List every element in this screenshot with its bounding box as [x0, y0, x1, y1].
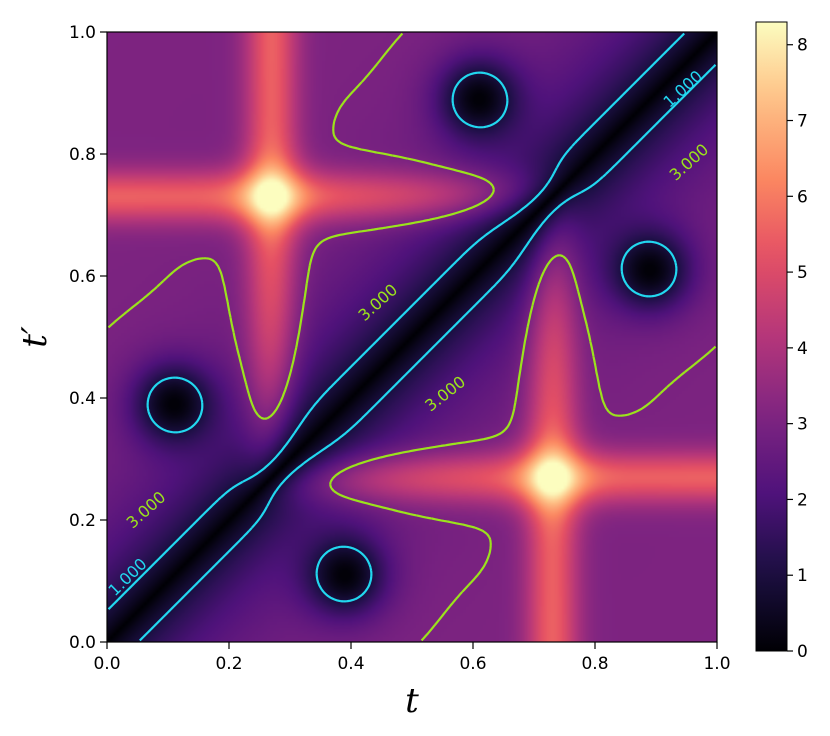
y-tick-label: 0.8	[69, 145, 96, 165]
x-tick-label: 0.8	[581, 654, 608, 674]
x-axis-title: t	[405, 681, 419, 721]
contour-line	[107, 32, 717, 642]
x-tick-label: 0.2	[215, 654, 242, 674]
x-tick-label: 0.4	[337, 654, 364, 674]
colorbar-tick-label: 1	[797, 566, 808, 586]
x-tick-label: 0.0	[93, 654, 120, 674]
y-tick-label: 0.4	[69, 389, 96, 409]
y-tick-label: 0.6	[69, 267, 96, 287]
y-axis-ticks: 0.0 0.2 0.4 0.6 0.8 1.0	[69, 23, 107, 653]
y-tick-label: 0.0	[69, 633, 96, 653]
colorbar	[755, 21, 788, 652]
colorbar-tick-label: 7	[797, 112, 808, 132]
colorbar-ticks: 0 1 2 3 4 5 6 7 8	[787, 36, 808, 662]
contour-lines	[107, 32, 717, 642]
colorbar-tick-label: 4	[797, 339, 808, 359]
colorbar-tick-label: 2	[797, 490, 808, 510]
x-tick-label: 1.0	[703, 654, 730, 674]
colorbar-tick-label: 0	[797, 642, 808, 662]
contour-line	[107, 32, 717, 642]
colorbar-tick-label: 6	[797, 187, 808, 207]
heatmap-image	[107, 32, 717, 642]
colorbar-tick-label: 3	[797, 415, 808, 435]
y-axis-title: t′	[15, 326, 55, 348]
plot-frame	[106, 31, 718, 643]
colorbar-tick-label: 8	[797, 36, 808, 56]
x-tick-label: 0.6	[459, 654, 486, 674]
colorbar-tick-label: 5	[797, 263, 808, 283]
x-axis-ticks: 0.0 0.2 0.4 0.6 0.8 1.0	[93, 642, 731, 674]
y-tick-label: 1.0	[69, 23, 96, 43]
y-tick-label: 0.2	[69, 511, 96, 531]
